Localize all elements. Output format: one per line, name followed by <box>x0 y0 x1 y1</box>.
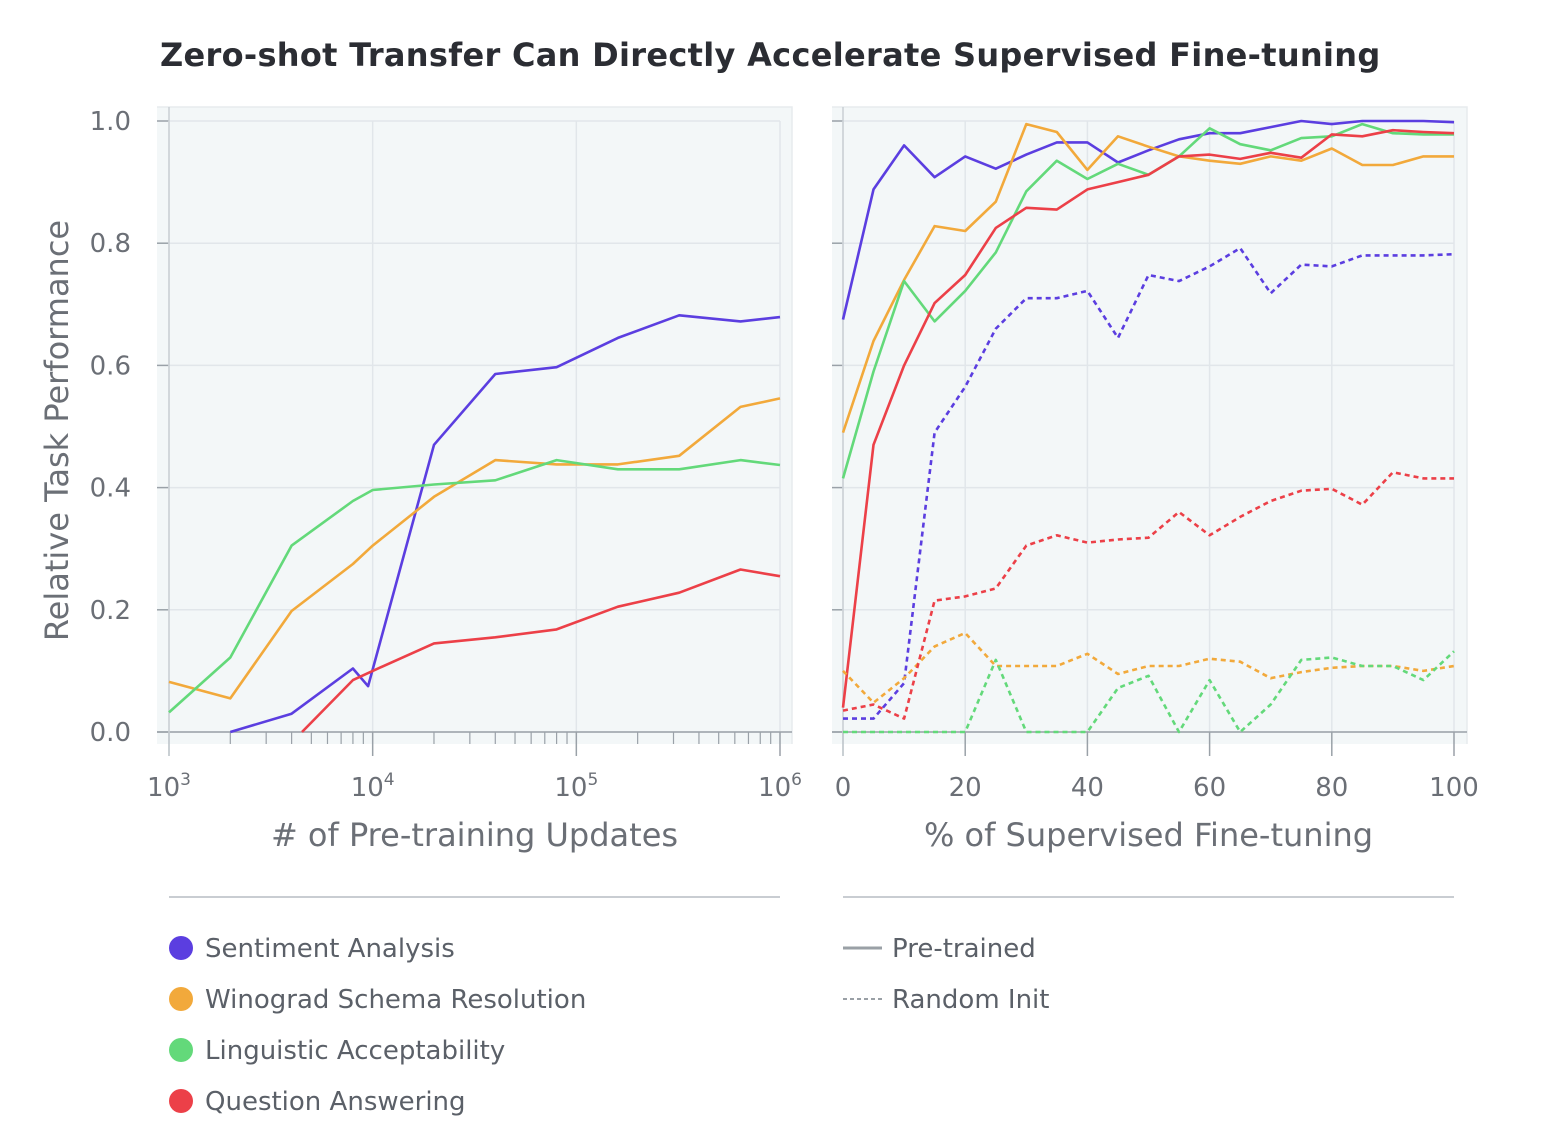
x-tick-exponent: 4 <box>384 770 395 790</box>
series-line-sentiment-solid <box>229 314 781 734</box>
y-tick-label: 1.0 <box>90 107 131 137</box>
series-group <box>168 314 781 734</box>
x-tick-label: 106 <box>758 770 802 803</box>
x-tick-exponent: 5 <box>587 770 598 790</box>
legend-label: Linguistic Acceptability <box>205 1036 505 1066</box>
series-line-qa-solid <box>301 568 781 733</box>
plot-frame <box>157 106 793 744</box>
legend-label: Random Init <box>892 985 1049 1015</box>
x-tick-label: 103 <box>147 770 191 803</box>
x-tick-base: 10 <box>758 773 791 803</box>
x-tick-label: 20 <box>949 773 982 803</box>
plot-area <box>157 107 792 744</box>
x-axis-label: % of Supervised Fine-tuning <box>924 816 1373 854</box>
x-tick-label: 100 <box>1429 773 1479 803</box>
x-axis-label: # of Pre-training Updates <box>271 816 678 854</box>
y-tick-label: 0.0 <box>90 718 131 748</box>
y-tick-label: 0.2 <box>90 596 131 626</box>
chart-title: Zero-shot Transfer Can Directly Accelera… <box>160 36 1381 74</box>
legend-swatch-sentiment <box>169 936 193 960</box>
x-tick-label: 105 <box>554 770 598 803</box>
legend-label: Pre-trained <box>892 934 1036 964</box>
series-line-linguistic-solid <box>168 458 781 714</box>
plot-frame <box>832 106 1468 744</box>
plot-area <box>832 107 1467 744</box>
x-tick-base: 10 <box>554 773 587 803</box>
x-tick-base: 10 <box>351 773 384 803</box>
legend-label: Sentiment Analysis <box>205 934 455 964</box>
legend-swatch-linguistic <box>169 1038 193 1062</box>
series-line-sentiment-solid <box>841 119 1455 320</box>
legend-swatch-qa <box>169 1089 193 1113</box>
y-tick-label: 0.6 <box>90 351 131 381</box>
series-line-qa-dashed <box>842 471 1454 720</box>
series-line-winograd-dashed <box>842 631 1455 704</box>
series-group <box>841 119 1455 734</box>
x-tick-exponent: 3 <box>180 770 191 790</box>
series-line-linguistic-dashed <box>843 650 1455 734</box>
x-tick-label: 80 <box>1315 773 1348 803</box>
series-line-winograd-solid <box>168 397 781 700</box>
panel-supervised-finetuning: 0 20 40 60 80 100 % of Supervised Fine-tuning <box>832 106 1479 854</box>
series-line-qa-solid <box>841 128 1455 708</box>
x-tick-label: 0 <box>835 773 852 803</box>
series-line-sentiment-dashed <box>843 246 1455 720</box>
legend-label: Question Answering <box>205 1087 466 1117</box>
series-line-winograd-solid <box>841 122 1454 434</box>
legend-swatch-winograd <box>169 987 193 1011</box>
legend-label: Winograd Schema Resolution <box>205 985 586 1015</box>
x-tick-base: 10 <box>147 773 180 803</box>
x-tick-label: 104 <box>351 770 395 803</box>
legend: Sentiment Analysis Winograd Schema Resolu… <box>169 896 1454 1117</box>
x-tick-label: 60 <box>1193 773 1226 803</box>
x-tick-exponent: 6 <box>791 770 802 790</box>
y-axis-label: Relative Task Performance <box>38 220 76 641</box>
x-tick-label: 40 <box>1071 773 1104 803</box>
y-tick-label: 0.4 <box>90 474 131 504</box>
y-tick-label: 0.8 <box>90 229 131 259</box>
